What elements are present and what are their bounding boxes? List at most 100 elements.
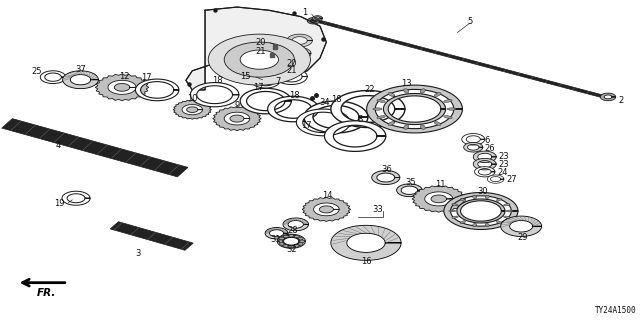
Polygon shape xyxy=(2,119,188,177)
Polygon shape xyxy=(268,96,319,122)
Polygon shape xyxy=(40,71,66,84)
Ellipse shape xyxy=(472,223,477,227)
Polygon shape xyxy=(190,83,239,107)
Polygon shape xyxy=(108,80,136,94)
Text: 5: 5 xyxy=(467,17,473,26)
Circle shape xyxy=(115,84,130,91)
Polygon shape xyxy=(500,216,541,236)
Polygon shape xyxy=(265,228,288,239)
Ellipse shape xyxy=(496,221,501,224)
Circle shape xyxy=(294,235,299,238)
Ellipse shape xyxy=(460,198,466,201)
Polygon shape xyxy=(224,112,250,125)
Polygon shape xyxy=(302,197,351,221)
Circle shape xyxy=(319,206,333,213)
Ellipse shape xyxy=(496,198,501,201)
Polygon shape xyxy=(331,91,405,127)
Text: 23: 23 xyxy=(499,152,509,161)
Text: 18: 18 xyxy=(289,91,300,100)
Text: 21: 21 xyxy=(255,46,266,56)
Ellipse shape xyxy=(377,100,385,102)
Text: 13: 13 xyxy=(401,79,412,88)
Text: 20: 20 xyxy=(255,38,266,47)
Text: 34: 34 xyxy=(320,98,330,107)
Circle shape xyxy=(300,240,305,243)
Polygon shape xyxy=(62,191,90,205)
Ellipse shape xyxy=(506,210,513,212)
Ellipse shape xyxy=(420,125,426,129)
Polygon shape xyxy=(462,133,484,145)
Ellipse shape xyxy=(444,116,452,118)
Polygon shape xyxy=(304,101,368,133)
Circle shape xyxy=(431,195,447,203)
Ellipse shape xyxy=(388,122,395,125)
Ellipse shape xyxy=(373,108,382,110)
Polygon shape xyxy=(314,203,339,216)
Polygon shape xyxy=(95,74,149,101)
Polygon shape xyxy=(383,93,445,124)
Polygon shape xyxy=(312,16,323,21)
Ellipse shape xyxy=(404,89,409,93)
Text: 10: 10 xyxy=(187,94,198,103)
Polygon shape xyxy=(288,48,311,59)
Text: 4: 4 xyxy=(56,141,61,150)
Text: 8: 8 xyxy=(358,115,363,124)
Ellipse shape xyxy=(452,204,458,206)
Polygon shape xyxy=(240,88,291,114)
Text: 31: 31 xyxy=(270,235,280,244)
Text: 20: 20 xyxy=(286,59,296,68)
Circle shape xyxy=(280,243,284,245)
Polygon shape xyxy=(425,192,453,206)
Text: 1: 1 xyxy=(302,8,307,17)
Polygon shape xyxy=(277,234,305,248)
Circle shape xyxy=(280,237,284,240)
Ellipse shape xyxy=(449,210,456,212)
Text: 18: 18 xyxy=(212,76,223,85)
Text: 21: 21 xyxy=(287,66,297,75)
Circle shape xyxy=(278,240,283,243)
Polygon shape xyxy=(487,175,504,183)
Polygon shape xyxy=(412,186,466,212)
Polygon shape xyxy=(309,18,604,97)
Polygon shape xyxy=(275,68,307,84)
Text: 33: 33 xyxy=(372,205,383,214)
Text: 32: 32 xyxy=(287,245,297,254)
Text: 30: 30 xyxy=(477,187,488,196)
Text: 17: 17 xyxy=(301,121,312,130)
Text: 6: 6 xyxy=(484,136,490,145)
Text: TY24A1500: TY24A1500 xyxy=(595,306,636,315)
Text: FR.: FR. xyxy=(37,288,56,298)
Text: 12: 12 xyxy=(118,72,129,81)
Text: 15: 15 xyxy=(241,72,251,81)
Text: 14: 14 xyxy=(323,191,333,200)
Polygon shape xyxy=(473,158,496,170)
Ellipse shape xyxy=(485,223,489,227)
Text: 22: 22 xyxy=(364,85,374,94)
Polygon shape xyxy=(367,85,463,133)
Polygon shape xyxy=(473,151,496,163)
Polygon shape xyxy=(182,105,202,115)
Text: 9: 9 xyxy=(234,101,239,110)
Circle shape xyxy=(289,245,294,248)
Polygon shape xyxy=(464,142,483,152)
Circle shape xyxy=(230,115,244,122)
Ellipse shape xyxy=(485,195,489,199)
Text: 19: 19 xyxy=(54,199,65,208)
Circle shape xyxy=(298,243,303,245)
Text: 7: 7 xyxy=(275,77,280,86)
Text: 17: 17 xyxy=(141,73,152,82)
Polygon shape xyxy=(287,34,312,47)
Ellipse shape xyxy=(444,100,452,102)
Ellipse shape xyxy=(404,125,409,129)
Ellipse shape xyxy=(504,204,510,206)
Polygon shape xyxy=(457,199,505,223)
Text: 35: 35 xyxy=(405,179,416,188)
Circle shape xyxy=(298,237,303,240)
Circle shape xyxy=(208,34,310,85)
Ellipse shape xyxy=(435,122,441,125)
Polygon shape xyxy=(173,100,211,119)
Polygon shape xyxy=(212,107,261,131)
Ellipse shape xyxy=(460,221,466,224)
Polygon shape xyxy=(252,74,280,88)
Polygon shape xyxy=(372,171,400,185)
